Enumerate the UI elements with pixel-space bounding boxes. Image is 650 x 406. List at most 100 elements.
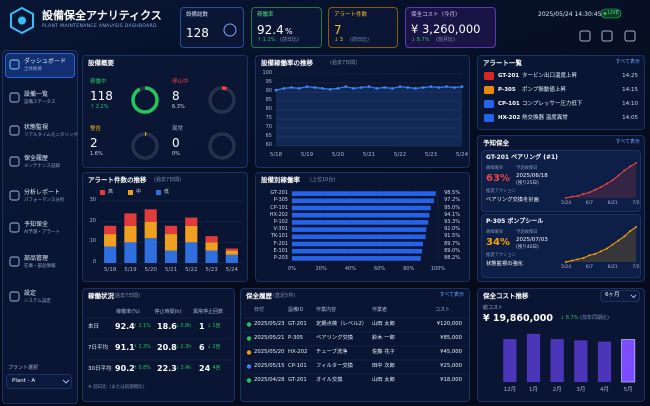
ring [131, 132, 159, 160]
plant-value[interactable]: Plant - A [12, 378, 36, 384]
point [605, 182, 608, 185]
cell: ¥45,000 [440, 349, 462, 355]
cell: 鈴木 一郎 [372, 335, 395, 341]
sidebar [2, 50, 78, 404]
point [582, 192, 585, 195]
x-tick-label: 5/23 [424, 152, 438, 158]
column-header: 日付 [254, 307, 265, 313]
point [588, 191, 591, 194]
notification-icon[interactable] [579, 30, 591, 42]
view-all-link[interactable]: すべて表示 [615, 59, 640, 65]
status-value: 8 [172, 89, 180, 103]
nav-sub[interactable]: 全体概要 [24, 67, 42, 72]
cell-value: 18.6 [157, 322, 177, 331]
nav-icon [9, 291, 20, 302]
y-tick-label: GT-201 [270, 190, 288, 197]
nav-sub[interactable]: 設備ステータス [24, 100, 56, 105]
nav-sub[interactable]: リアルタイムモニタリング [24, 133, 78, 138]
nav-label[interactable]: 部品管理 [24, 255, 49, 262]
nav-sub[interactable]: AI予測・アラート [24, 230, 60, 235]
x-tick-label: 5/18 [269, 152, 283, 158]
point [429, 85, 433, 88]
app-title: 設備保全アナリティクス [42, 9, 162, 22]
bar [292, 234, 426, 240]
bar-segment [124, 242, 137, 263]
cell: 2025/05/15 [254, 363, 285, 369]
bar-segment [144, 209, 157, 222]
nav-label[interactable]: 保全履歴 [24, 155, 49, 162]
cell: 定期点検（レベル2） [316, 321, 368, 327]
nav-sub[interactable]: 在庫・部品情報 [24, 264, 56, 269]
cell-change: ↓ 2回 [207, 345, 221, 350]
nav-sub[interactable]: パフォーマンス分析 [24, 198, 65, 203]
point [617, 174, 620, 177]
point [297, 87, 301, 90]
cell-change: ↑ 1.3% [133, 345, 151, 350]
bar-segment [225, 250, 238, 255]
alert-message: コンプレッサー圧力低下 [522, 100, 583, 107]
cell: ¥85,000 [440, 335, 462, 341]
nav-sub[interactable]: システム設定 [24, 299, 51, 304]
nav-label[interactable]: 分析レポート [24, 189, 61, 196]
status-change: 0% [172, 151, 180, 157]
y-tick-label: 85 [265, 97, 272, 103]
point [421, 86, 425, 89]
view-all-link[interactable]: すべて表示 [615, 139, 640, 145]
nav-label[interactable]: 状態監視 [24, 124, 49, 131]
legend-swatch [156, 190, 161, 195]
nav-label[interactable]: 設備一覧 [24, 91, 49, 98]
column-header: 作業者 [372, 307, 388, 313]
bar-segment [124, 213, 137, 226]
y-tick-label: CP-101 [270, 204, 288, 211]
y-tick-label: 75 [265, 115, 272, 121]
y-tick-label: P-305 [273, 197, 288, 204]
view-all-link[interactable]: すべて表示 [439, 292, 464, 298]
column-header: 異常停止回数 [192, 309, 224, 315]
period-select[interactable] [600, 290, 640, 302]
cell: 2025/05/21 [254, 335, 285, 341]
caret [630, 294, 637, 299]
plant-select[interactable] [6, 374, 72, 389]
nav-label[interactable]: 予知保全 [24, 221, 49, 228]
bar-segment [124, 225, 137, 243]
y-tick-label: 30 [89, 197, 96, 203]
point [367, 85, 371, 88]
value-label: 97.2% [444, 197, 460, 204]
cell: 佐藤 花子 [372, 349, 395, 355]
cell: 山田 太郎 [372, 321, 395, 327]
alert-time: 14:05 [622, 114, 638, 121]
value-label: 92.0% [444, 226, 460, 233]
nav-label[interactable]: ダッシュボード [24, 58, 67, 65]
kpi-label: 設備総数 [186, 12, 209, 18]
action: ベアリング交換を計画 [486, 197, 539, 203]
nav-sub[interactable]: メンテナンス記録 [24, 164, 60, 169]
bar [574, 340, 588, 382]
point [605, 247, 608, 250]
nav-label[interactable]: 設定 [24, 290, 37, 297]
period-value[interactable]: 6ヶ月 [605, 292, 620, 298]
bar-segment [205, 236, 218, 243]
bar-segment [104, 225, 117, 235]
nav-icon [9, 156, 20, 167]
cell: ¥18,000 [440, 377, 462, 383]
point [594, 252, 597, 255]
point [617, 239, 620, 242]
bar [292, 220, 429, 225]
point [623, 169, 626, 172]
layout-icon[interactable] [624, 30, 636, 42]
cell-value: 22.3 [157, 364, 177, 373]
alert-id: GT-201 [498, 72, 520, 79]
live-label: LIVE [608, 10, 619, 16]
bar-segment [104, 246, 117, 263]
cell: 2025/05/23 [254, 321, 285, 327]
point [623, 235, 626, 238]
y-tick-label: TK-101 [270, 233, 288, 240]
nav-active[interactable] [5, 53, 75, 78]
logo-core [18, 16, 26, 25]
settings-icon[interactable] [601, 30, 613, 42]
bar [292, 198, 434, 204]
bar [292, 205, 431, 211]
bar-segment [205, 242, 218, 251]
kpi-change: ↑ 1.2% [257, 37, 276, 43]
kpi-label: 保全コスト（今月） [411, 12, 461, 18]
